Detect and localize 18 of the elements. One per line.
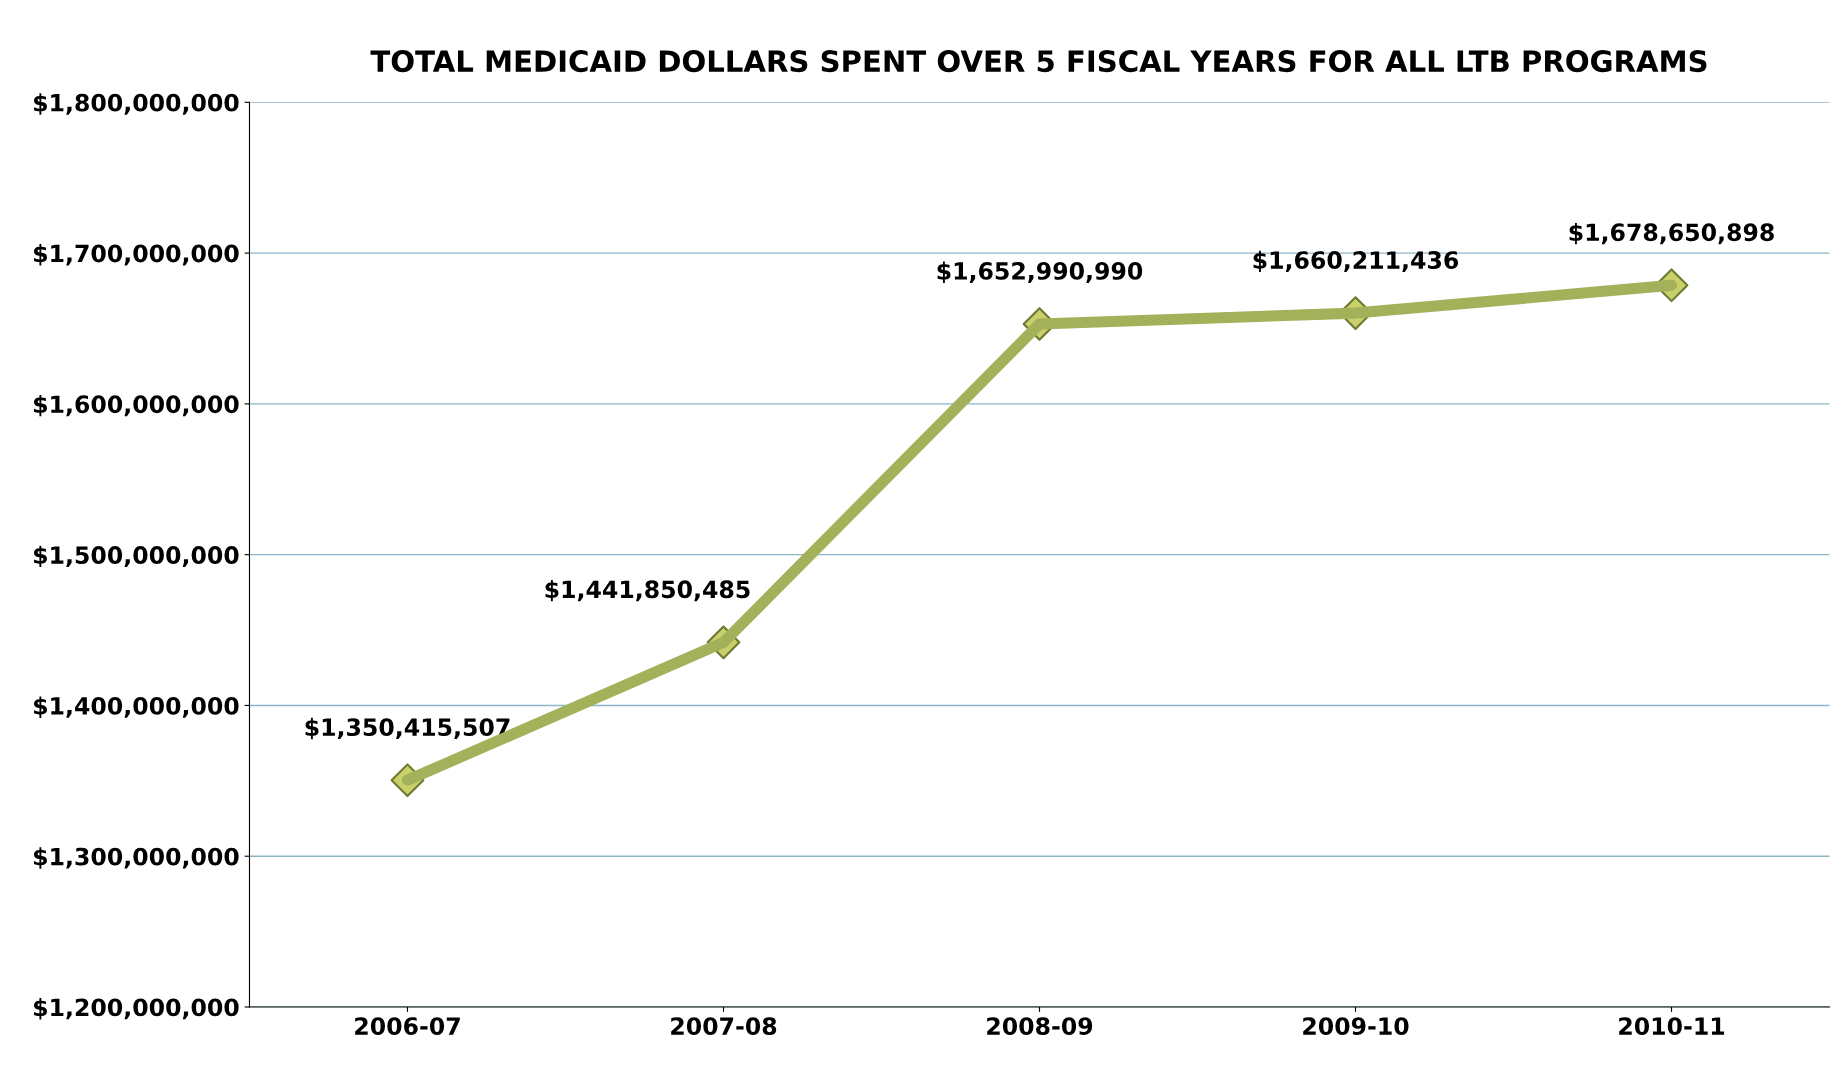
x-tick-label: 2007-08 <box>671 1017 777 1035</box>
chart-title: TOTAL MEDICAID DOLLARS SPENT OVER 5 FISCAL YEARS FOR ALL LTB PROGRAMS <box>370 50 1707 73</box>
y-tick-label: $1,400,000,000 <box>33 696 239 718</box>
data-label: $1,660,211,436 <box>1253 250 1459 273</box>
x-tick-label: 2009-10 <box>1303 1017 1409 1035</box>
data-label: $1,350,415,507 <box>305 717 510 740</box>
data-label: $1,441,850,485 <box>545 579 750 602</box>
y-tick-label: $1,800,000,000 <box>33 93 239 115</box>
y-tick-label: $1,500,000,000 <box>33 545 239 568</box>
x-tick-label: 2006-07 <box>355 1017 460 1035</box>
y-tick-label: $1,600,000,000 <box>33 394 239 417</box>
y-tick-label: $1,700,000,000 <box>33 244 239 266</box>
data-label: $1,652,990,990 <box>937 261 1143 283</box>
x-tick-label: 2010-11 <box>1619 1017 1725 1035</box>
y-tick-label: $1,200,000,000 <box>33 998 239 1020</box>
x-tick-label: 2008-09 <box>987 1017 1093 1035</box>
data-label: $1,678,650,898 <box>1569 222 1774 245</box>
y-tick-label: $1,300,000,000 <box>33 847 239 869</box>
